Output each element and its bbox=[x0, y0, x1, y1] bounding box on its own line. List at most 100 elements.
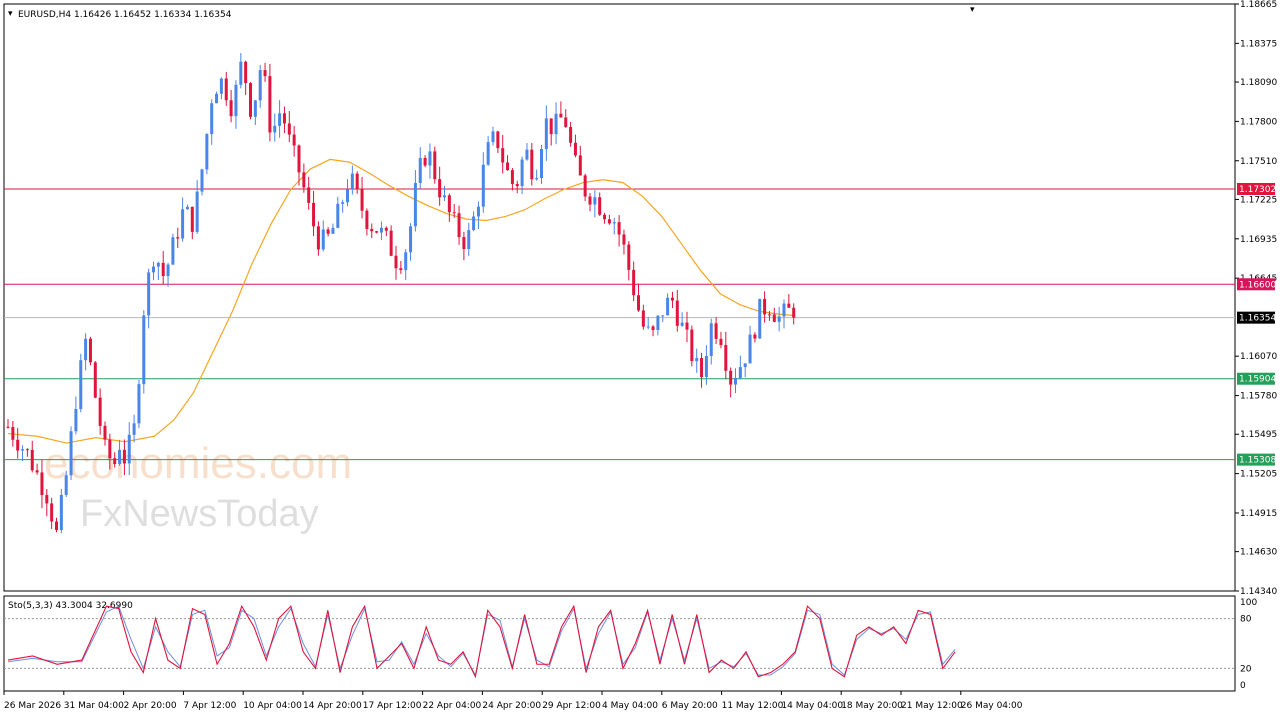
candle-body bbox=[384, 227, 388, 231]
candle-body bbox=[758, 298, 762, 339]
time-tick-label: 17 Apr 12:00 bbox=[363, 701, 422, 711]
candle-body bbox=[108, 439, 112, 459]
candle-body bbox=[530, 149, 534, 180]
price-tick-label: 1.14630 bbox=[1240, 548, 1277, 558]
candle-body bbox=[316, 226, 320, 250]
candle-body bbox=[753, 334, 757, 339]
candle-body bbox=[729, 370, 733, 385]
candle-body bbox=[447, 195, 451, 213]
stochastic-scale-label: 0 bbox=[1240, 681, 1246, 691]
candle-body bbox=[268, 76, 272, 133]
candle-body bbox=[336, 203, 340, 228]
candle-body bbox=[510, 170, 514, 184]
candle-body bbox=[190, 206, 194, 232]
price-tick-label: 1.18375 bbox=[1240, 39, 1277, 49]
candle-body bbox=[137, 384, 141, 424]
level-tags: 1.17302 1.16600 1.16354 1.15904 1.15308 bbox=[1237, 182, 1276, 466]
candle-body bbox=[399, 268, 403, 271]
candle-body bbox=[496, 131, 500, 149]
candle-body bbox=[282, 113, 286, 124]
level-tag-label: 1.15904 bbox=[1239, 375, 1276, 385]
candle-body bbox=[743, 363, 747, 368]
candle-body bbox=[273, 125, 277, 133]
time-tick-label: 4 May 04:00 bbox=[602, 701, 658, 711]
candle-body bbox=[205, 134, 209, 170]
candle-body bbox=[457, 213, 461, 238]
candle-body bbox=[224, 78, 228, 101]
candle-body bbox=[379, 227, 383, 233]
candle-body bbox=[627, 244, 631, 270]
candle-body bbox=[404, 252, 408, 271]
stochastic-label: Sto(5,3,3) 43.3004 32.6990 bbox=[8, 601, 133, 611]
time-tick-label: 6 May 20:00 bbox=[662, 701, 718, 711]
candle-body bbox=[40, 472, 44, 496]
price-tick-label: 1.15495 bbox=[1240, 430, 1277, 440]
candle-body bbox=[603, 214, 607, 220]
candle-body bbox=[641, 310, 645, 327]
candle-body bbox=[88, 338, 92, 363]
candle-body bbox=[515, 183, 519, 187]
time-tick-label: 29 Apr 12:00 bbox=[542, 701, 601, 711]
time-tick-label: 31 Mar 04:00 bbox=[64, 701, 124, 711]
candle-body bbox=[21, 449, 25, 451]
candle-body bbox=[321, 229, 325, 250]
candle-body bbox=[520, 159, 524, 187]
candle-body bbox=[50, 503, 54, 522]
candle-body bbox=[103, 425, 107, 440]
candle-body bbox=[292, 134, 296, 146]
candle-body bbox=[142, 315, 146, 385]
time-tick-label: 2 Apr 20:00 bbox=[124, 701, 177, 711]
candle-body bbox=[176, 237, 180, 239]
level-tag-label: 1.15308 bbox=[1239, 456, 1276, 466]
candle-body bbox=[632, 269, 636, 296]
candle-body bbox=[782, 303, 786, 317]
candle-body bbox=[719, 338, 723, 346]
candle-body bbox=[651, 326, 655, 331]
candle-body bbox=[656, 315, 660, 331]
candle-body bbox=[229, 100, 233, 117]
candle-body bbox=[748, 334, 752, 364]
candle-body bbox=[607, 219, 611, 224]
dropdown-triangle-icon[interactable]: ▾ bbox=[8, 9, 13, 19]
price-tick-label: 1.18090 bbox=[1240, 78, 1277, 88]
candle-body bbox=[365, 210, 369, 229]
horizontal-levels bbox=[4, 188, 1235, 461]
candle-body bbox=[302, 172, 306, 188]
stochastic-scale-label: 100 bbox=[1240, 598, 1257, 608]
stochastic-axis: 100 80 20 0 bbox=[1240, 598, 1257, 691]
stochastic-scale-label: 80 bbox=[1240, 615, 1252, 625]
candle-body bbox=[675, 300, 679, 326]
time-tick-label: 14 Apr 20:00 bbox=[303, 701, 362, 711]
watermark-economies: economies.com bbox=[44, 439, 352, 488]
candle-body bbox=[569, 126, 573, 143]
candle-body bbox=[346, 189, 349, 203]
candle-body bbox=[612, 222, 616, 224]
candle-body bbox=[98, 397, 102, 426]
candle-body bbox=[409, 226, 413, 253]
candle-body bbox=[617, 222, 621, 235]
candle-body bbox=[544, 118, 548, 149]
candle-body bbox=[253, 100, 257, 117]
candle-body bbox=[704, 355, 708, 377]
stochastic-panel-frame bbox=[3, 595, 1236, 692]
candle-body bbox=[45, 495, 49, 504]
scroll-marker-icon[interactable]: ▾ bbox=[970, 5, 975, 15]
candles bbox=[6, 53, 796, 534]
stochastic-scale-label: 20 bbox=[1240, 664, 1252, 674]
candle-body bbox=[535, 178, 539, 180]
price-tick-label: 1.14340 bbox=[1240, 587, 1277, 597]
candle-body bbox=[738, 367, 742, 379]
price-tick-label: 1.17800 bbox=[1240, 117, 1277, 127]
candle-body bbox=[297, 145, 301, 173]
candle-body bbox=[215, 93, 219, 104]
candle-body bbox=[792, 307, 796, 318]
candle-body bbox=[423, 157, 427, 166]
candle-body bbox=[763, 298, 767, 315]
candle-body bbox=[685, 322, 689, 330]
candle-body bbox=[680, 322, 684, 326]
candle-body bbox=[714, 323, 718, 339]
candle-body bbox=[234, 84, 238, 117]
time-tick-label: 11 May 12:00 bbox=[722, 701, 784, 711]
candle-body bbox=[156, 262, 160, 267]
